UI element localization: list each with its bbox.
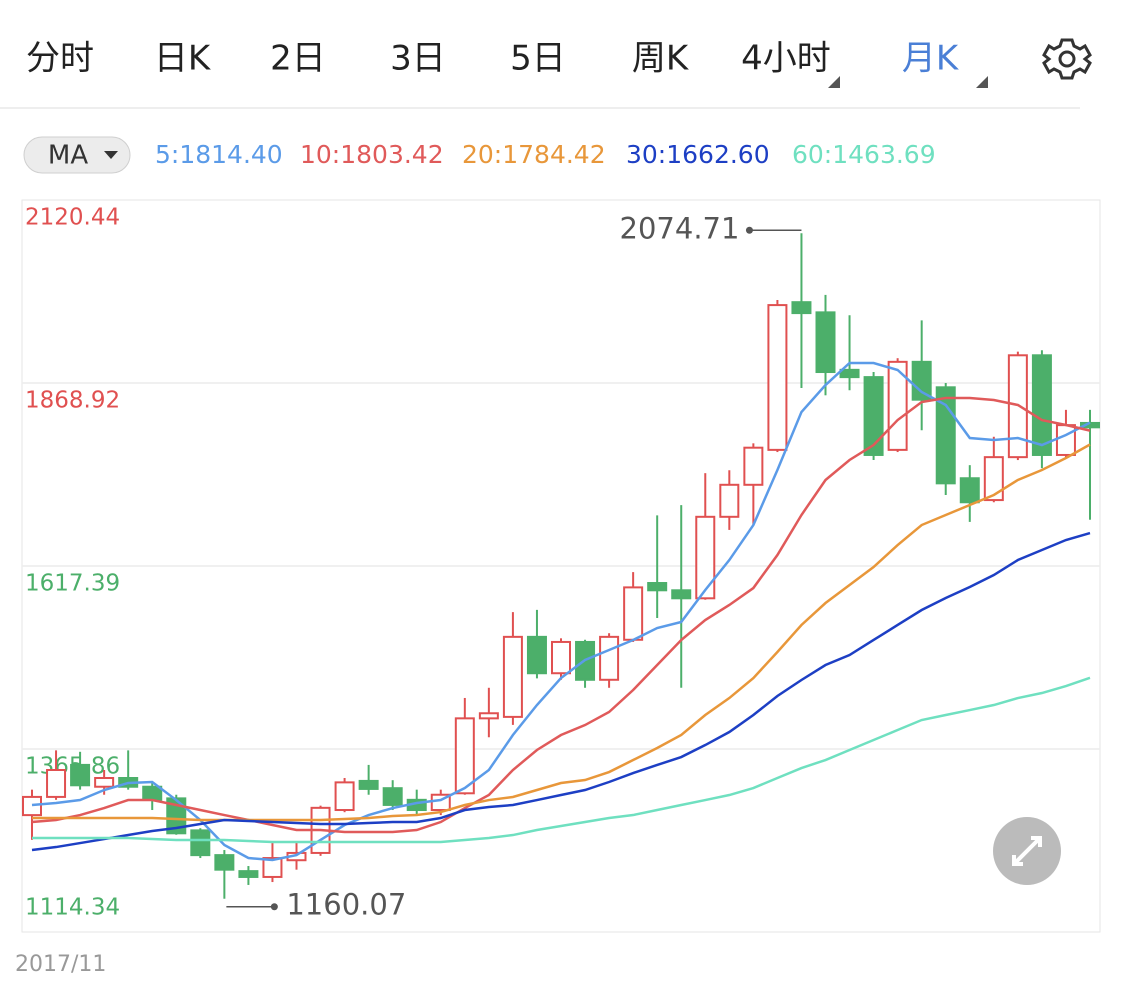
candle-body bbox=[526, 635, 547, 675]
x-tick-label: 2017/11 bbox=[15, 952, 106, 977]
tab[interactable]: 5日 bbox=[510, 39, 566, 79]
ma-dropdown-arrow bbox=[104, 151, 118, 159]
candle-body bbox=[190, 829, 211, 857]
candle-body bbox=[142, 785, 163, 801]
candle-body bbox=[647, 582, 668, 592]
y-tick-label: 1617.39 bbox=[25, 571, 120, 597]
max-annotation: 2074.71 bbox=[620, 211, 740, 245]
tab[interactable]: 月K bbox=[902, 39, 960, 79]
candle-body bbox=[94, 777, 115, 788]
gear-outline bbox=[1042, 38, 1092, 80]
candle-body bbox=[46, 769, 67, 798]
tab[interactable]: 日K bbox=[154, 39, 212, 79]
candle-body bbox=[719, 483, 740, 518]
tab[interactable]: 分时 bbox=[26, 39, 94, 79]
legend-entry: 20:1784.42 bbox=[462, 140, 606, 169]
y-tick-label: 2120.44 bbox=[25, 205, 120, 231]
candle-body bbox=[767, 304, 788, 451]
legend-entry: 5:1814.40 bbox=[155, 140, 283, 169]
legend-entry: 30:1662.60 bbox=[626, 140, 770, 169]
tab[interactable]: 3日 bbox=[390, 39, 446, 79]
expand-icon bbox=[1012, 836, 1042, 866]
candle-body bbox=[839, 368, 860, 379]
tab[interactable]: 周K bbox=[632, 39, 690, 79]
candle-body bbox=[214, 854, 235, 871]
y-tick-label: 1114.34 bbox=[25, 895, 120, 921]
y-tick-label: 1868.92 bbox=[25, 387, 120, 413]
ma-button[interactable] bbox=[23, 136, 131, 174]
candle-body bbox=[334, 781, 355, 812]
candle-body bbox=[22, 795, 42, 817]
candle-body bbox=[911, 360, 932, 401]
dropdown-arrow bbox=[828, 76, 840, 88]
candle-body bbox=[815, 311, 836, 374]
candle-body bbox=[551, 640, 571, 675]
candle-body bbox=[959, 477, 980, 504]
ma-line bbox=[32, 676, 1091, 844]
settings-icon[interactable] bbox=[1042, 38, 1092, 80]
ma-line bbox=[32, 443, 1091, 822]
annotation-dot bbox=[270, 903, 278, 911]
candle-body bbox=[238, 870, 259, 878]
candle-body bbox=[478, 712, 499, 720]
legend-entry: 10:1803.42 bbox=[300, 140, 444, 169]
candle-body bbox=[791, 301, 812, 315]
candle-body bbox=[70, 763, 91, 787]
candle-body bbox=[983, 456, 1004, 502]
candle-body bbox=[887, 360, 908, 451]
candle-body bbox=[262, 857, 283, 878]
candle-body bbox=[454, 717, 475, 795]
candle-body bbox=[502, 635, 523, 718]
candle-body bbox=[863, 376, 884, 456]
gear-hub bbox=[1058, 50, 1076, 68]
candle-body bbox=[599, 635, 620, 681]
dropdown-arrow bbox=[976, 76, 988, 88]
candle-body bbox=[1055, 424, 1076, 456]
candle-body bbox=[743, 446, 764, 486]
ma-line bbox=[31, 361, 1091, 862]
tab[interactable]: 4小时 bbox=[741, 39, 831, 79]
candle-body bbox=[623, 586, 644, 641]
annotation-dot bbox=[745, 226, 753, 234]
candle-body bbox=[671, 589, 692, 600]
min-annotation: 1160.07 bbox=[286, 888, 406, 922]
ma-line bbox=[31, 396, 1091, 834]
candle-body bbox=[1031, 354, 1052, 456]
candle-body bbox=[358, 779, 379, 790]
legend-entry: 60:1463.69 bbox=[792, 140, 936, 169]
ma-button-label: MA bbox=[48, 141, 88, 171]
candle-body bbox=[382, 787, 403, 806]
tab[interactable]: 2日 bbox=[270, 39, 326, 79]
ma-line bbox=[31, 531, 1091, 852]
candle-body bbox=[695, 515, 716, 600]
